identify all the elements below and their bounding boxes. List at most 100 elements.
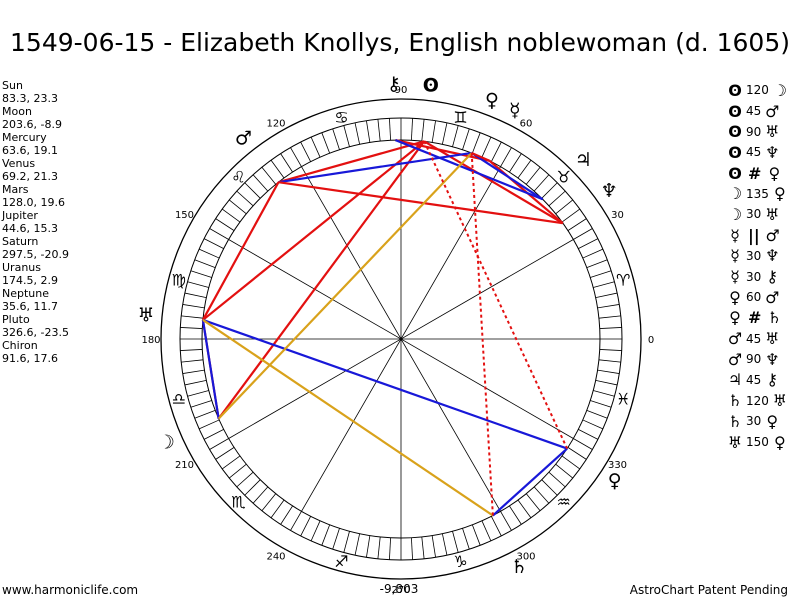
degree-tick [215, 447, 235, 460]
zodiac-sign-glyph: ♌ [231, 167, 245, 186]
degree-tick [187, 390, 209, 397]
zodiac-sign-glyph: ♓ [616, 390, 630, 409]
degree-tick [228, 463, 247, 479]
degree-tick [533, 174, 550, 192]
planet-name: Neptune [2, 287, 50, 300]
degree-tick [548, 471, 566, 488]
degree-tick [481, 136, 492, 158]
degree-tick [441, 533, 448, 556]
degree-tick [244, 479, 261, 496]
aspect-line [202, 140, 425, 321]
degree-tick [182, 369, 205, 374]
degree-tick [221, 455, 241, 470]
aspect-planet-glyph: ⚷ [766, 370, 779, 390]
aspect-planet-glyph: ♀ [729, 287, 741, 307]
aspect-row: ☿ 30 ⚷ [726, 266, 789, 287]
planet-glyph: ☽ [158, 431, 175, 453]
degree-tick [332, 128, 340, 150]
degree-label: 300 [516, 552, 535, 563]
degree-tick [187, 281, 209, 288]
bottom-value: -9,803 [380, 582, 419, 596]
zodiac-sign-glyph: ♈ [616, 270, 630, 289]
planet-glyph: ♀ [485, 90, 499, 112]
aspect-planet-glyph: ♀ [729, 308, 741, 328]
aspect-planet-glyph: ♄ [727, 391, 743, 411]
aspect-line [395, 139, 544, 201]
aspect-planet-glyph: ☽ [727, 204, 743, 224]
degree-tick [431, 120, 436, 143]
degree-label: 270 [391, 585, 410, 596]
degree-tick [586, 259, 608, 269]
degree-tick [190, 400, 212, 408]
degree-tick [441, 122, 448, 145]
aspect-row: ☿ || ♂ [726, 225, 789, 246]
planet-glyph: ♅ [138, 304, 155, 326]
degree-tick [578, 238, 599, 250]
zodiac-sign-glyph: ♑ [453, 552, 467, 571]
aspect-line [278, 181, 563, 225]
degree-tick [182, 304, 205, 309]
degree-tick [209, 438, 229, 450]
degree-tick [555, 199, 574, 215]
aspect-angle: 45 [746, 372, 762, 387]
degree-tick [310, 136, 321, 158]
website-credit[interactable]: www.harmoniclife.com [2, 583, 139, 597]
zodiac-sign-glyph: ♒ [556, 493, 570, 512]
degree-tick [184, 379, 207, 386]
aspect-angle: 135 [746, 186, 769, 201]
degree-tick [593, 281, 615, 288]
degree-tick [411, 118, 413, 141]
zodiac-sign-glyph: ♎ [172, 390, 186, 409]
degree-tick [194, 409, 216, 419]
aspect-angle: 60 [746, 290, 762, 305]
degree-tick [343, 531, 350, 553]
aspect-row: ☿ 30 ♆ [726, 246, 789, 267]
aspect-planet-glyph: ♀ [774, 432, 786, 452]
degree-tick [462, 128, 470, 150]
degree-tick [567, 218, 587, 231]
degree-tick [280, 153, 293, 173]
degree-tick [462, 528, 470, 550]
degree-tick [228, 199, 247, 215]
degree-tick [590, 270, 612, 278]
aspect-planet-glyph: ⚷ [766, 267, 779, 287]
degree-tick [573, 438, 593, 450]
degree-tick [421, 119, 425, 142]
aspect-planet-glyph: ʘ [728, 122, 742, 142]
aspect-line [201, 181, 280, 321]
aspect-line [395, 139, 490, 162]
degree-tick [541, 479, 558, 496]
degree-tick [300, 516, 312, 537]
aspect-row: ♂ 45 ♅ [726, 328, 789, 349]
aspect-row: ♅ 150 ♀ [726, 432, 789, 453]
aspect-planet-glyph: ☿ [730, 246, 740, 266]
aspect-angle: 30 [746, 207, 762, 222]
degree-tick [181, 359, 204, 363]
aspect-angle: 150 [746, 435, 769, 450]
aspect-planet-glyph: ♂ [765, 225, 780, 245]
degree-tick [194, 259, 216, 269]
aspect-row: ☽ 30 ♅ [726, 204, 789, 225]
aspect-planet-glyph: ♀ [766, 411, 779, 431]
planet-position: 83.3, 23.3 [2, 92, 58, 105]
degree-tick [198, 248, 220, 259]
aspect-list: ʘ 120 ☽ ʘ 45 ♂ ʘ 90 ♅ ʘ 45 ♆ ʘ # ♀ ☽ 135 ♀ ☽ 30 ♅ ☿ || ♂ ☿ 30 ♆ ☿ 30… [726, 80, 789, 452]
degree-label: 150 [175, 210, 194, 221]
degree-tick [411, 537, 413, 560]
planet-position: 326.6, -23.5 [2, 326, 69, 339]
degree-tick [180, 349, 203, 351]
degree-tick [321, 132, 331, 154]
aspect-planet-glyph: ♄ [767, 308, 782, 328]
degree-tick [198, 419, 220, 430]
planet-glyph: ♆ [601, 180, 618, 202]
degree-tick [280, 505, 293, 525]
aspect-row: ♄ 120 ♅ [726, 390, 789, 411]
planet-name: Mars [2, 183, 29, 196]
aspect-line [278, 140, 425, 184]
degree-tick [354, 533, 361, 556]
planet-name: Sun [2, 79, 23, 92]
planet-glyph: ♄ [511, 556, 528, 578]
aspect-line [423, 140, 564, 225]
degree-tick [310, 520, 321, 542]
degree-tick [389, 537, 391, 560]
